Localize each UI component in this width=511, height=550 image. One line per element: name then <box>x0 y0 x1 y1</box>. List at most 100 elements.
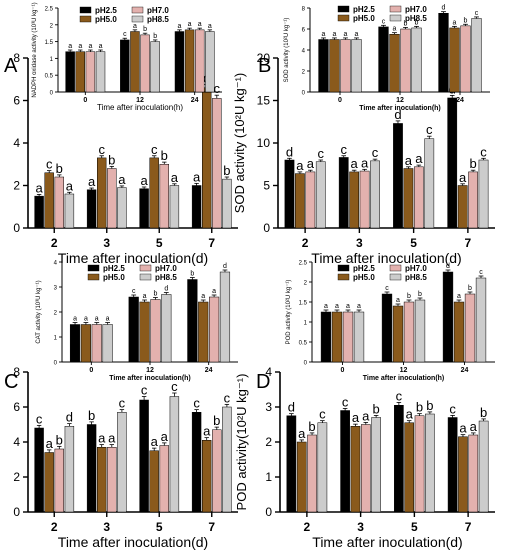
significance-letter: c <box>119 396 126 411</box>
bar <box>350 426 361 513</box>
bar <box>438 13 449 93</box>
x-axis-title: Time after inoculation(h) <box>97 103 183 112</box>
x-tick-label: 24 <box>456 97 464 104</box>
x-tick-label: 12 <box>146 367 154 374</box>
significance-letter: d <box>446 263 450 270</box>
significance-letter: a <box>361 155 369 170</box>
significance-letter: a <box>335 303 339 310</box>
bar <box>307 434 317 513</box>
y-tick-label: 2 <box>304 281 308 287</box>
legend-label: pH7.0 <box>147 6 169 15</box>
legend-label: pH7.0 <box>405 264 427 273</box>
bar <box>191 412 202 513</box>
significance-letter: c <box>318 146 325 161</box>
bar <box>471 18 482 93</box>
legend-swatch <box>131 15 144 23</box>
significance-letter: a <box>66 178 74 193</box>
bar <box>394 405 404 513</box>
y-tick-label: 1.5 <box>45 40 54 46</box>
significance-letter: b <box>415 19 419 26</box>
legend-swatch <box>87 264 100 272</box>
bar <box>75 51 85 93</box>
significance-letter: b <box>468 285 472 292</box>
significance-letter: a <box>324 303 328 310</box>
panel-letter-b: B <box>258 55 271 77</box>
significance-letter: b <box>56 432 63 447</box>
bar <box>44 172 54 229</box>
significance-letter: c <box>36 411 43 426</box>
significance-letter: a <box>459 170 467 185</box>
significance-letter: b <box>464 17 468 24</box>
significance-letter: a <box>151 434 159 449</box>
bar <box>458 436 468 513</box>
y-tick-label: 10 <box>257 136 271 150</box>
bar <box>464 293 476 363</box>
legend-swatch <box>337 5 350 13</box>
bar <box>91 324 102 363</box>
bar <box>389 34 400 93</box>
x-axis-title: Time after inoculation(h) <box>363 375 445 382</box>
x-tick-label: 12 <box>136 97 144 104</box>
significance-letter: b <box>143 26 147 33</box>
legend-swatch <box>131 6 144 14</box>
y-tick-label: 2 <box>50 23 54 29</box>
significance-letter: b <box>88 408 95 423</box>
significance-letter: a <box>352 410 360 425</box>
bar <box>95 51 106 93</box>
legend-swatch <box>337 14 350 22</box>
significance-letter: a <box>357 303 361 310</box>
y-tick-label: 4 <box>54 261 58 267</box>
legend-label: pH7.0 <box>405 5 427 14</box>
significance-letter: c <box>372 145 379 160</box>
bar <box>349 171 360 229</box>
significance-letter: b <box>108 152 115 167</box>
legend-swatch <box>389 264 402 272</box>
bar <box>69 324 81 363</box>
bar <box>150 299 161 363</box>
x-tick-label: 3 <box>357 520 364 534</box>
legend-swatch <box>87 273 100 281</box>
significance-letter: a <box>78 43 82 50</box>
bar <box>315 161 326 229</box>
y-tick-label: 8 <box>302 7 306 13</box>
legend-label: pH5.0 <box>95 15 117 24</box>
bar <box>457 185 468 229</box>
bar <box>286 415 297 513</box>
x-axis-title: Time after inoculation(h) <box>109 375 191 382</box>
bar <box>411 27 422 93</box>
significance-letter: c <box>319 407 326 422</box>
y-tick-label: 2 <box>302 70 306 76</box>
x-tick-label: 2 <box>51 520 58 534</box>
significance-letter: c <box>479 269 483 276</box>
bar <box>107 168 117 229</box>
y-tick-label: 3 <box>265 400 272 414</box>
significance-letter: a <box>99 43 103 50</box>
significance-letter: b <box>404 20 408 27</box>
panel-letter-c: C <box>4 371 18 393</box>
y-axis-title: SOD activity (10²U kg⁻¹) <box>284 18 290 83</box>
significance-letter: d <box>442 5 446 12</box>
significance-letter: a <box>73 316 77 323</box>
significance-letter: a <box>95 316 99 323</box>
significance-letter: a <box>459 421 467 436</box>
bar <box>187 279 198 363</box>
significance-letter: a <box>133 23 137 30</box>
significance-letter: a <box>98 431 106 446</box>
y-tick-label: 0.5 <box>45 74 54 80</box>
bar <box>97 157 107 229</box>
bar <box>475 277 487 363</box>
y-tick-label: 2.5 <box>299 261 308 267</box>
significance-letter: b <box>308 419 315 434</box>
bar <box>139 188 149 229</box>
bar <box>34 195 44 229</box>
significance-letter: c <box>382 18 386 25</box>
bar <box>169 185 180 229</box>
bar <box>64 193 75 229</box>
x-tick-label: 3 <box>103 520 110 534</box>
legend-swatch <box>139 273 152 281</box>
bar <box>86 189 97 229</box>
bar <box>340 39 351 93</box>
y-tick-label: 2 <box>265 435 272 449</box>
bar <box>149 157 159 229</box>
bar <box>97 447 107 513</box>
